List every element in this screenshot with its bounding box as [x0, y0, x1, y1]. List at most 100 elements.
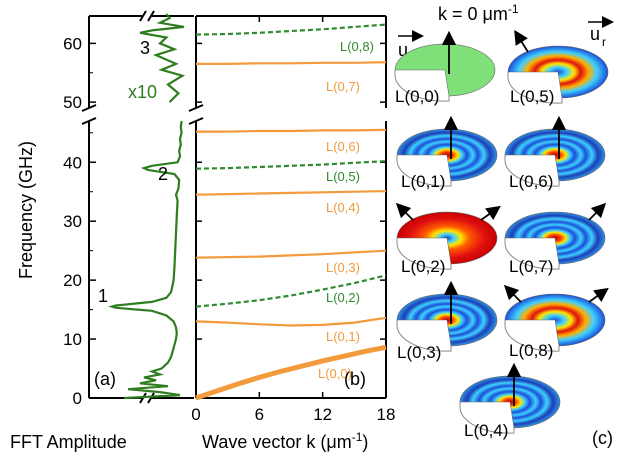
x-tick-labels: 0 6 12 18: [191, 16, 395, 424]
mode-disk-rim: [504, 320, 560, 352]
mode-shape-l00: L(0,0): [394, 30, 496, 106]
uz-base: u: [398, 40, 408, 60]
peak-label-2: 2: [158, 164, 168, 184]
mode-label: L(0,5): [510, 87, 554, 106]
fft-axis-break-marks: [81, 10, 155, 404]
displacement-arrow: [588, 202, 607, 221]
curve-labels: L(0,0) L(0,1) L(0,2) L(0,3) L(0,4) L(0,5) L(0,…: [318, 39, 374, 381]
curve-l06: [196, 128, 387, 133]
mode-disk: [507, 45, 609, 99]
curve-l01: [195, 316, 387, 327]
magnification-label: x10: [128, 82, 157, 102]
mode-label: L(0,3): [397, 343, 441, 362]
curve-label: L(0,5): [326, 169, 360, 184]
k-zero-header: k = 0 μm-1: [438, 2, 519, 24]
peak-label-1: 1: [98, 286, 108, 306]
mode-disk-rim: [459, 402, 515, 434]
mode-disk: [396, 293, 498, 347]
mode-shape-l04: L(0,4): [459, 362, 561, 440]
mode-label: L(0,7): [509, 257, 553, 276]
mode-shape-l07: L(0,7): [504, 202, 607, 276]
curve-l05: [195, 160, 387, 170]
mode-disk-rim: [504, 238, 560, 270]
mode-label: L(0,4): [464, 421, 508, 440]
ur-vector-label: u r: [588, 16, 614, 49]
x-axis-label-main: Wave vector k (μm: [202, 432, 352, 452]
dispersion-curves: [195, 23, 387, 401]
peak-label-3: 3: [140, 38, 150, 58]
fft-spectrum-line-upper: [139, 13, 186, 103]
mode-shape-grid: L(0,0) L(0,5) L(0,1) L(0,6) L(0,2) L(0,7) L(0,…: [394, 29, 609, 440]
mode-disk: [396, 128, 498, 182]
y-tick-label: 40: [63, 153, 82, 172]
mode-shape-l05: L(0,5): [507, 29, 609, 106]
curve-l02: [195, 274, 387, 308]
mode-label: L(0,2): [401, 257, 445, 276]
mode-disk: [504, 128, 606, 182]
x-tick-label: 0: [191, 405, 200, 424]
mode-shape-l01: L(0,1): [396, 115, 498, 191]
k-zero-sup: -1: [508, 2, 519, 16]
curve-l03: [195, 249, 387, 259]
mode-disk-rim: [504, 155, 560, 187]
mode-disk: [459, 375, 561, 429]
x-axis-label-sup: -1: [352, 430, 363, 444]
mode-label: L(0,8): [509, 341, 553, 360]
mode-shapes-panel: k = 0 μm-1 u z u r L(0,0)L(0,5)L(0,1)L(0…: [394, 2, 614, 448]
curve-label: L(0,7): [326, 79, 360, 94]
curve-label: L(0,3): [326, 260, 360, 275]
mode-disk-rim: [396, 155, 452, 187]
displacement-arrow: [395, 202, 414, 221]
mode-shape-l02: L(0,2): [395, 202, 501, 276]
y-tick-label: 30: [63, 212, 82, 231]
curve-l08: [195, 23, 387, 36]
mode-label: L(0,1): [401, 172, 445, 191]
displacement-arrow: [514, 29, 529, 53]
displacement-arrow: [588, 287, 609, 303]
mode-shape-l08: L(0,8): [503, 284, 609, 360]
x-tick-label: 18: [377, 405, 396, 424]
mode-disk-rim: [507, 72, 563, 104]
ur-sub: r: [602, 35, 606, 49]
mode-disk-rim: [396, 320, 452, 352]
curve-l07: [196, 61, 387, 65]
y-tick-label: 0: [73, 389, 82, 408]
panel-label-a: (a): [94, 369, 116, 389]
k-zero-text: k = 0 μm: [438, 4, 508, 24]
panel-label-b: (b): [344, 369, 366, 389]
curve-l00: [195, 344, 387, 401]
mode-shape-l03: L(0,3): [396, 280, 498, 362]
fft-spectrum-line: [108, 120, 183, 400]
x-tick-label: 6: [255, 405, 264, 424]
mode-label: L(0,0): [395, 87, 439, 106]
curve-label: L(0,8): [340, 39, 374, 54]
y-tick-label: 10: [63, 330, 82, 349]
curve-label: L(0,1): [326, 329, 360, 344]
x-axis-label-fft: FFT Amplitude: [10, 432, 127, 452]
mode-label: L(0,6): [509, 172, 553, 191]
disp-axis-break-marks: [188, 104, 204, 125]
curve-label: L(0,6): [326, 139, 360, 154]
mode-disk-rim: [394, 70, 450, 102]
curve-label: L(0,4): [326, 200, 360, 215]
x-axis-label-tail: ): [362, 432, 368, 452]
mode-disk: [394, 43, 496, 97]
y-tick-labels: 0 10 20 30 40 50 60: [63, 34, 386, 408]
mode-disk-rim: [396, 238, 452, 270]
x-tick-label: 12: [313, 405, 332, 424]
displacement-arrow: [480, 205, 501, 221]
x-axis-label-disp: Wave vector k (μm-1): [202, 430, 368, 452]
y-tick-label: 50: [63, 93, 82, 112]
mode-shape-l06: L(0,6): [504, 115, 606, 191]
curve-label: L(0,0): [318, 366, 352, 381]
displacement-arrow: [503, 284, 522, 303]
dispersion-panel: 0 6 12 18 L(0,0)L(0,1)L(0,2)L(0,3)L(0,4)L(0…: [188, 15, 395, 452]
curve-label: L(0,2): [326, 290, 360, 305]
y-tick-label: 20: [63, 271, 82, 290]
y-tick-label: 60: [63, 34, 82, 53]
ur-base: u: [590, 24, 600, 44]
y-axis-label: Frequency (GHz): [16, 141, 36, 279]
panel-label-c: (c): [592, 428, 613, 448]
